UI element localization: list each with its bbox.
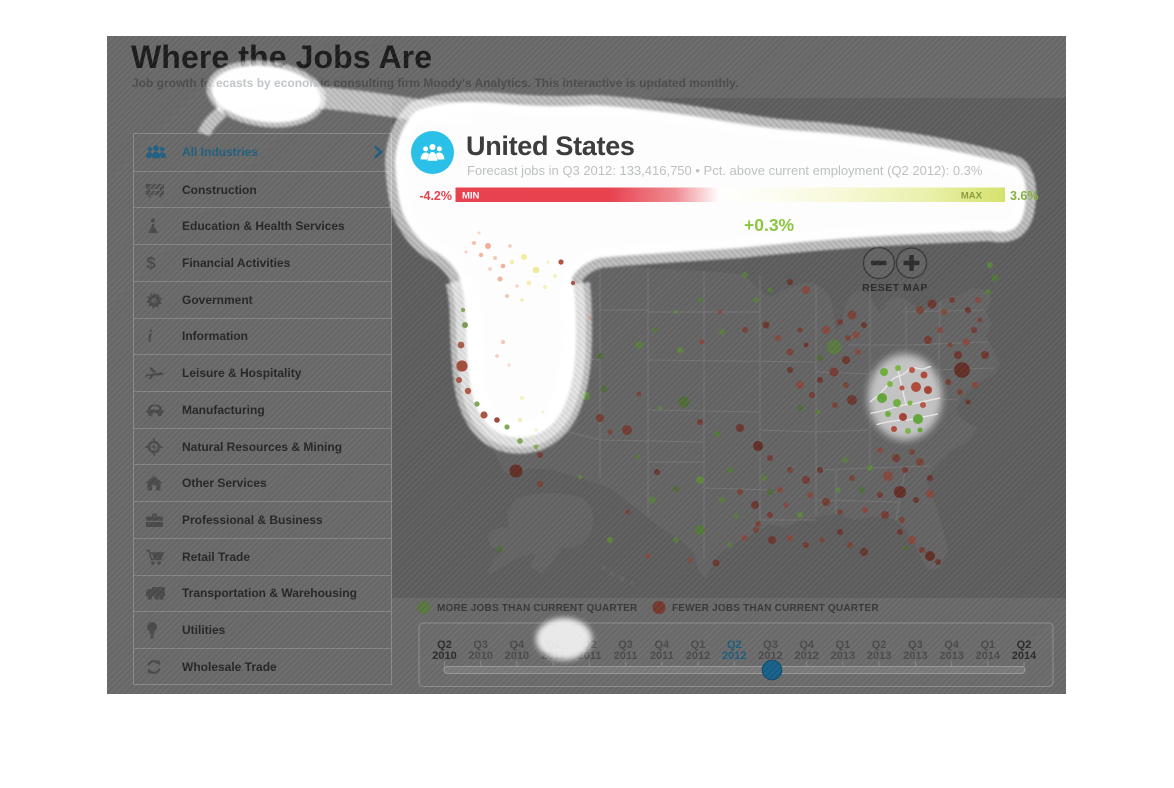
svg-text:Q2: Q2 [437, 639, 452, 651]
svg-text:Q1: Q1 [836, 639, 851, 651]
svg-text:Q2: Q2 [872, 639, 887, 651]
svg-text:2013: 2013 [903, 650, 927, 662]
svg-text:RESET MAP: RESET MAP [862, 282, 928, 294]
svg-text:Q3: Q3 [473, 639, 488, 651]
svg-text:2012: 2012 [722, 650, 746, 662]
svg-text:2013: 2013 [867, 650, 891, 662]
svg-text:FEWER JOBS THAN CURRENT QUARTE: FEWER JOBS THAN CURRENT QUARTER [672, 603, 879, 614]
svg-text:2010: 2010 [468, 650, 492, 662]
svg-text:2011: 2011 [541, 650, 565, 662]
svg-text:2013: 2013 [831, 650, 855, 662]
svg-text:2012: 2012 [794, 650, 818, 662]
svg-text:i: i [148, 328, 153, 345]
svg-text:2011: 2011 [577, 650, 601, 662]
svg-text:Q4: Q4 [944, 639, 960, 651]
svg-text:Q2: Q2 [1017, 639, 1032, 651]
svg-text:2014: 2014 [976, 650, 1001, 662]
svg-text:2013: 2013 [939, 650, 963, 662]
svg-text:Q4: Q4 [654, 639, 670, 651]
svg-text:Q4: Q4 [510, 639, 526, 651]
svg-text:Q3: Q3 [763, 639, 778, 651]
svg-text:2010: 2010 [505, 650, 529, 662]
svg-text:Q3: Q3 [908, 639, 923, 651]
svg-text:$: $ [146, 254, 156, 272]
svg-text:MORE JOBS THAN CURRENT QUARTER: MORE JOBS THAN CURRENT QUARTER [437, 603, 638, 614]
svg-text:Q1: Q1 [980, 639, 995, 651]
svg-text:2012: 2012 [686, 650, 710, 662]
svg-text:2014: 2014 [1012, 650, 1037, 662]
svg-text:2011: 2011 [650, 650, 674, 662]
svg-text:2012: 2012 [758, 650, 782, 662]
svg-text:Q4: Q4 [799, 639, 815, 651]
svg-text:Q1: Q1 [691, 639, 706, 651]
svg-text:2011: 2011 [614, 650, 638, 662]
svg-text:Q3: Q3 [618, 639, 633, 651]
svg-text:2010: 2010 [432, 650, 456, 662]
svg-text:Q2: Q2 [727, 639, 742, 651]
